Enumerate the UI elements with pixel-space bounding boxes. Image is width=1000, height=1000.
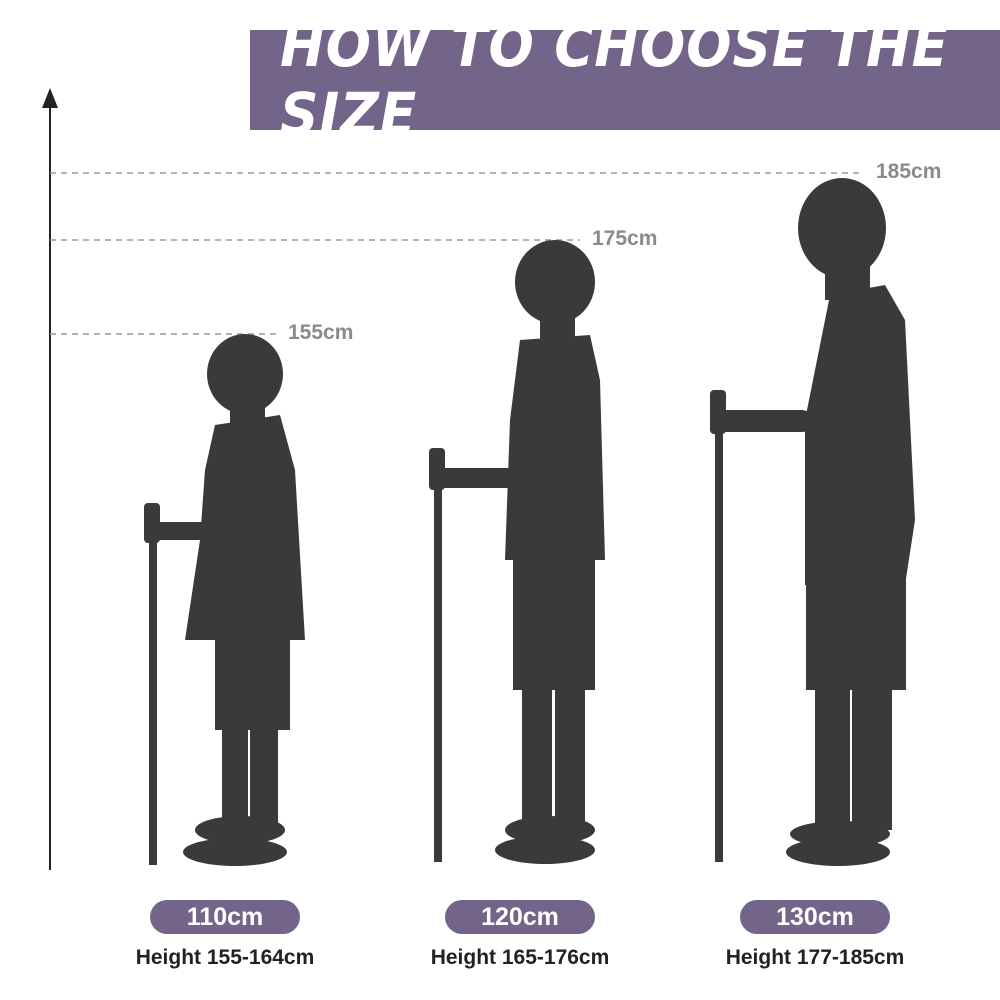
trekking-pole-130: [710, 390, 726, 862]
pole-length-badge-110: 110cm: [150, 900, 300, 934]
height-mark-185: 185cm: [876, 160, 942, 183]
user-height-range-3: Height 177-185cm: [725, 946, 905, 969]
pole-length-badge-120: 120cm: [445, 900, 595, 934]
trekking-pole-120: [429, 448, 445, 862]
user-height-range-2: Height 165-176cm: [430, 946, 610, 969]
height-axis-arrow: [42, 88, 58, 870]
adult-silhouette: [712, 178, 915, 866]
teen-silhouette: [435, 240, 605, 864]
pole-length-badge-130: 130cm: [740, 900, 890, 934]
page-title: HOW TO CHOOSE THE SIZE: [280, 12, 949, 148]
title-banner: HOW TO CHOOSE THE SIZE: [250, 12, 1000, 148]
user-height-range-1: Height 155-164cm: [135, 946, 315, 969]
child-silhouette: [150, 334, 305, 866]
trekking-pole-110: [144, 503, 160, 865]
height-mark-175: 175cm: [592, 227, 658, 250]
height-mark-155: 155cm: [288, 321, 354, 344]
